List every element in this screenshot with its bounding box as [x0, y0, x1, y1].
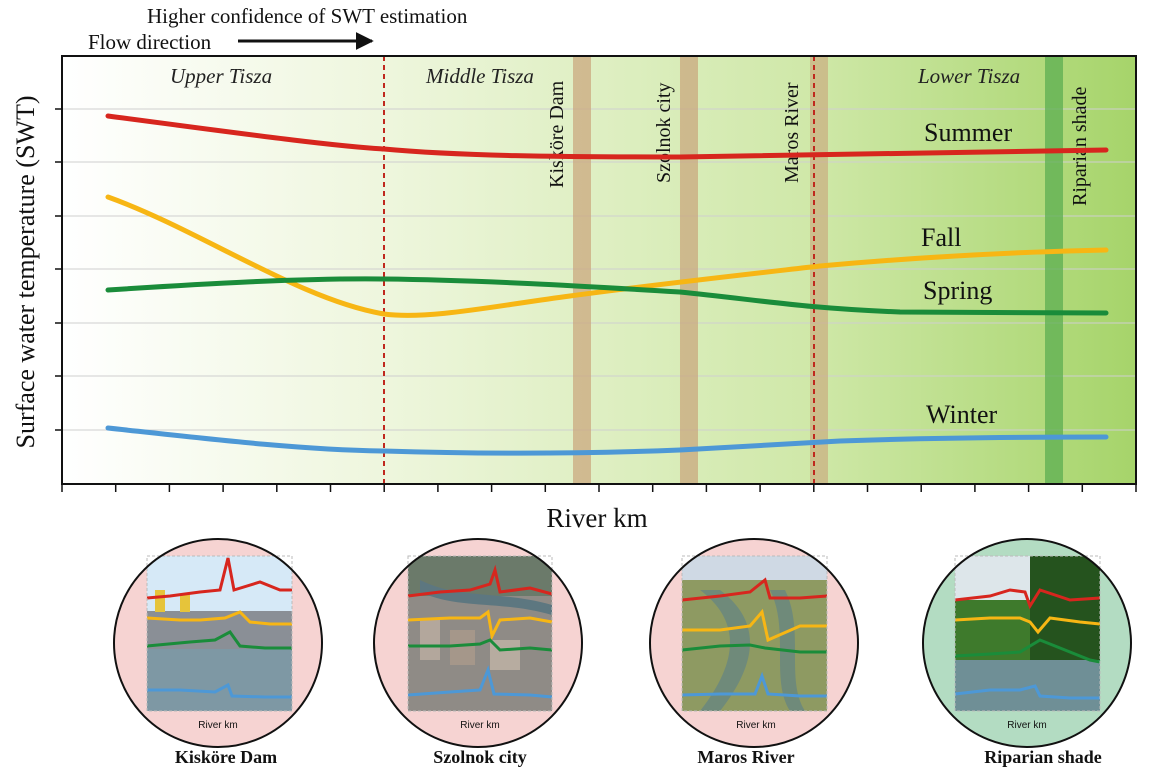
flow-direction-label: Flow direction [88, 30, 212, 54]
middle-tisza-label: Middle Tisza [425, 64, 534, 88]
inset-xlabel: River km [198, 720, 237, 731]
y-axis-ticks [55, 108, 62, 431]
plot-background [62, 56, 1136, 484]
fall-label: Fall [921, 223, 961, 252]
inset-xlabel: River km [736, 720, 775, 731]
inset-title: Szolnok city [433, 747, 527, 767]
szolnok-city-label: Szolnok city [653, 82, 675, 183]
inset-title: Maros River [697, 747, 794, 767]
inset-riparian-shade: River km Riparian shade [922, 538, 1132, 767]
gridlines [62, 108, 1136, 431]
spring-label: Spring [923, 276, 992, 305]
summer-label: Summer [924, 118, 1012, 147]
inset-title: Kisköre Dam [175, 747, 277, 767]
kiskore-dam-label: Kisköre Dam [546, 80, 568, 188]
inset-title: Riparian shade [984, 747, 1102, 767]
winter-label: Winter [926, 400, 997, 429]
confidence-label: Higher confidence of SWT estimation [147, 4, 468, 28]
riparian-band [1045, 56, 1063, 484]
x-axis-ticks [61, 484, 1137, 492]
riparian-shade-label: Riparian shade [1069, 86, 1091, 206]
kiskore-band [573, 56, 591, 484]
maros-band [810, 56, 828, 484]
inset-szolnok-city: River km Szolnok city [373, 538, 583, 767]
spring-curve [105, 276, 1109, 316]
upper-tisza-label: Upper Tisza [170, 64, 272, 88]
inset-maros-river: River km Maros River [649, 538, 859, 767]
winter-curve [105, 425, 1109, 456]
summer-curve [105, 113, 1109, 160]
szolnok-band [680, 56, 698, 484]
inset-xlabel: River km [460, 720, 499, 731]
lower-tisza-label: Lower Tisza [917, 64, 1020, 88]
y-axis-label: Surface water temperature (SWT) [11, 96, 40, 449]
x-axis-label: River km [546, 503, 647, 533]
inset-xlabel: River km [1007, 720, 1046, 731]
inset-kiskore-dam: River km Kisköre Dam [113, 538, 323, 767]
maros-river-label: Maros River [781, 82, 803, 183]
